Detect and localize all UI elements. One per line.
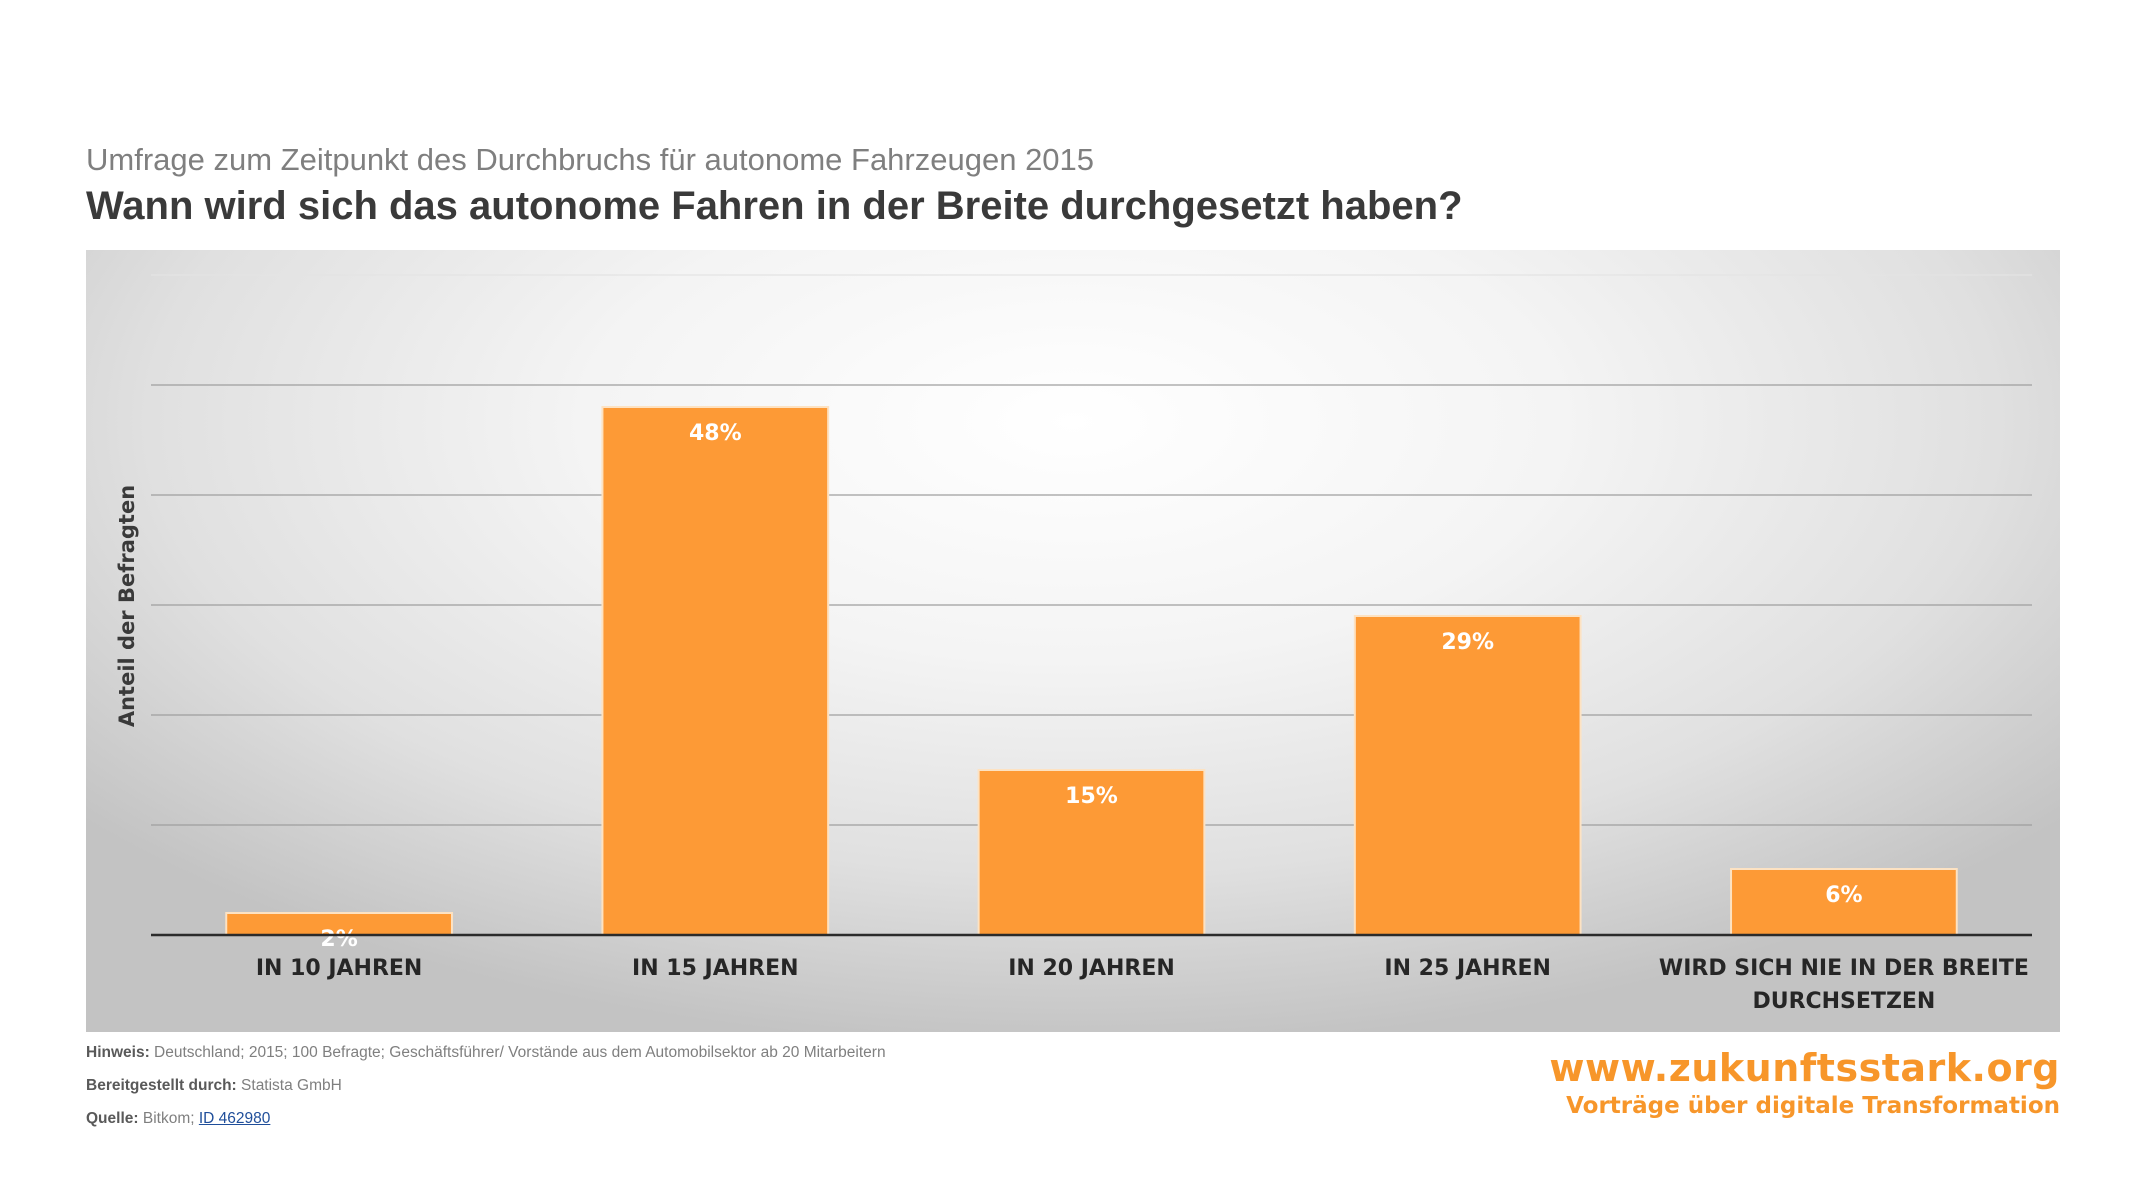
brand-url[interactable]: www.zukunftsstark.org — [1549, 1046, 2060, 1090]
bar — [601, 406, 830, 936]
bar-value-label: 2% — [320, 927, 357, 952]
brand-block: www.zukunftsstark.org Vorträge über digi… — [1549, 1045, 2060, 1121]
footnotes: Hinweis: Deutschland; 2015; 100 Befragte… — [86, 1043, 886, 1142]
note-bereitgestellt-key: Bereitgestellt durch: — [86, 1077, 237, 1094]
x-tick-label-line: DURCHSETZEN — [1752, 989, 1935, 1014]
bar-chart: 2% 48% 15% 29% 6% IN 10 JAHREN IN 15 JAHREN IN … — [115, 274, 2032, 1014]
x-tick-label-line: IN 20 JAHREN — [1008, 956, 1175, 981]
bar-value-label: 48% — [689, 421, 742, 446]
x-tick-label-line: IN 10 JAHREN — [256, 956, 423, 981]
bar — [977, 769, 1206, 936]
note-bereitgestellt-value: Statista GmbH — [241, 1077, 342, 1094]
chart-subtitle: Umfrage zum Zeitpunkt des Durchbruchs fü… — [86, 142, 1095, 177]
bar-value-label: 6% — [1825, 883, 1862, 908]
bar-value-label: 29% — [1441, 630, 1494, 655]
note-quelle-key: Quelle: — [86, 1110, 139, 1127]
bar-value-label: 15% — [1065, 784, 1118, 809]
x-tick-label-line: IN 25 JAHREN — [1384, 956, 1551, 981]
x-tick-label: IN 20 JAHREN — [1008, 956, 1175, 981]
note-hinweis: Hinweis: Deutschland; 2015; 100 Befragte… — [86, 1043, 886, 1076]
chart-panel: 2% 48% 15% 29% 6% IN 10 JAHREN IN 15 JAHREN IN … — [86, 250, 2060, 1032]
x-tick-label: IN 15 JAHREN — [632, 956, 799, 981]
chart-title: Wann wird sich das autonome Fahren in de… — [86, 184, 1463, 228]
brand-tagline: Vorträge über digitale Transformation — [1566, 1093, 2060, 1119]
note-hinweis-key: Hinweis: — [86, 1044, 150, 1061]
x-tick-label-line: IN 15 JAHREN — [632, 956, 799, 981]
bar — [1353, 615, 1582, 936]
note-quelle-value: Bitkom; — [142, 1110, 199, 1127]
x-tick-label: IN 10 JAHREN — [256, 956, 423, 981]
x-tick-label: IN 25 JAHREN — [1384, 956, 1551, 981]
x-tick-label-line: WIRD SICH NIE IN DER BREITE — [1659, 956, 2029, 981]
source-id-link[interactable]: ID 462980 — [198, 1110, 271, 1127]
x-tick-label: WIRD SICH NIE IN DER BREITE DURCHSETZEN — [1659, 956, 2029, 1014]
y-axis-title: Anteil der Befragten — [115, 485, 139, 727]
note-bereitgestellt: Bereitgestellt durch: Statista GmbH — [86, 1076, 886, 1109]
note-quelle: Quelle: Bitkom; ID 462980 — [86, 1109, 886, 1142]
note-hinweis-value: Deutschland; 2015; 100 Befragte; Geschäf… — [154, 1044, 886, 1061]
